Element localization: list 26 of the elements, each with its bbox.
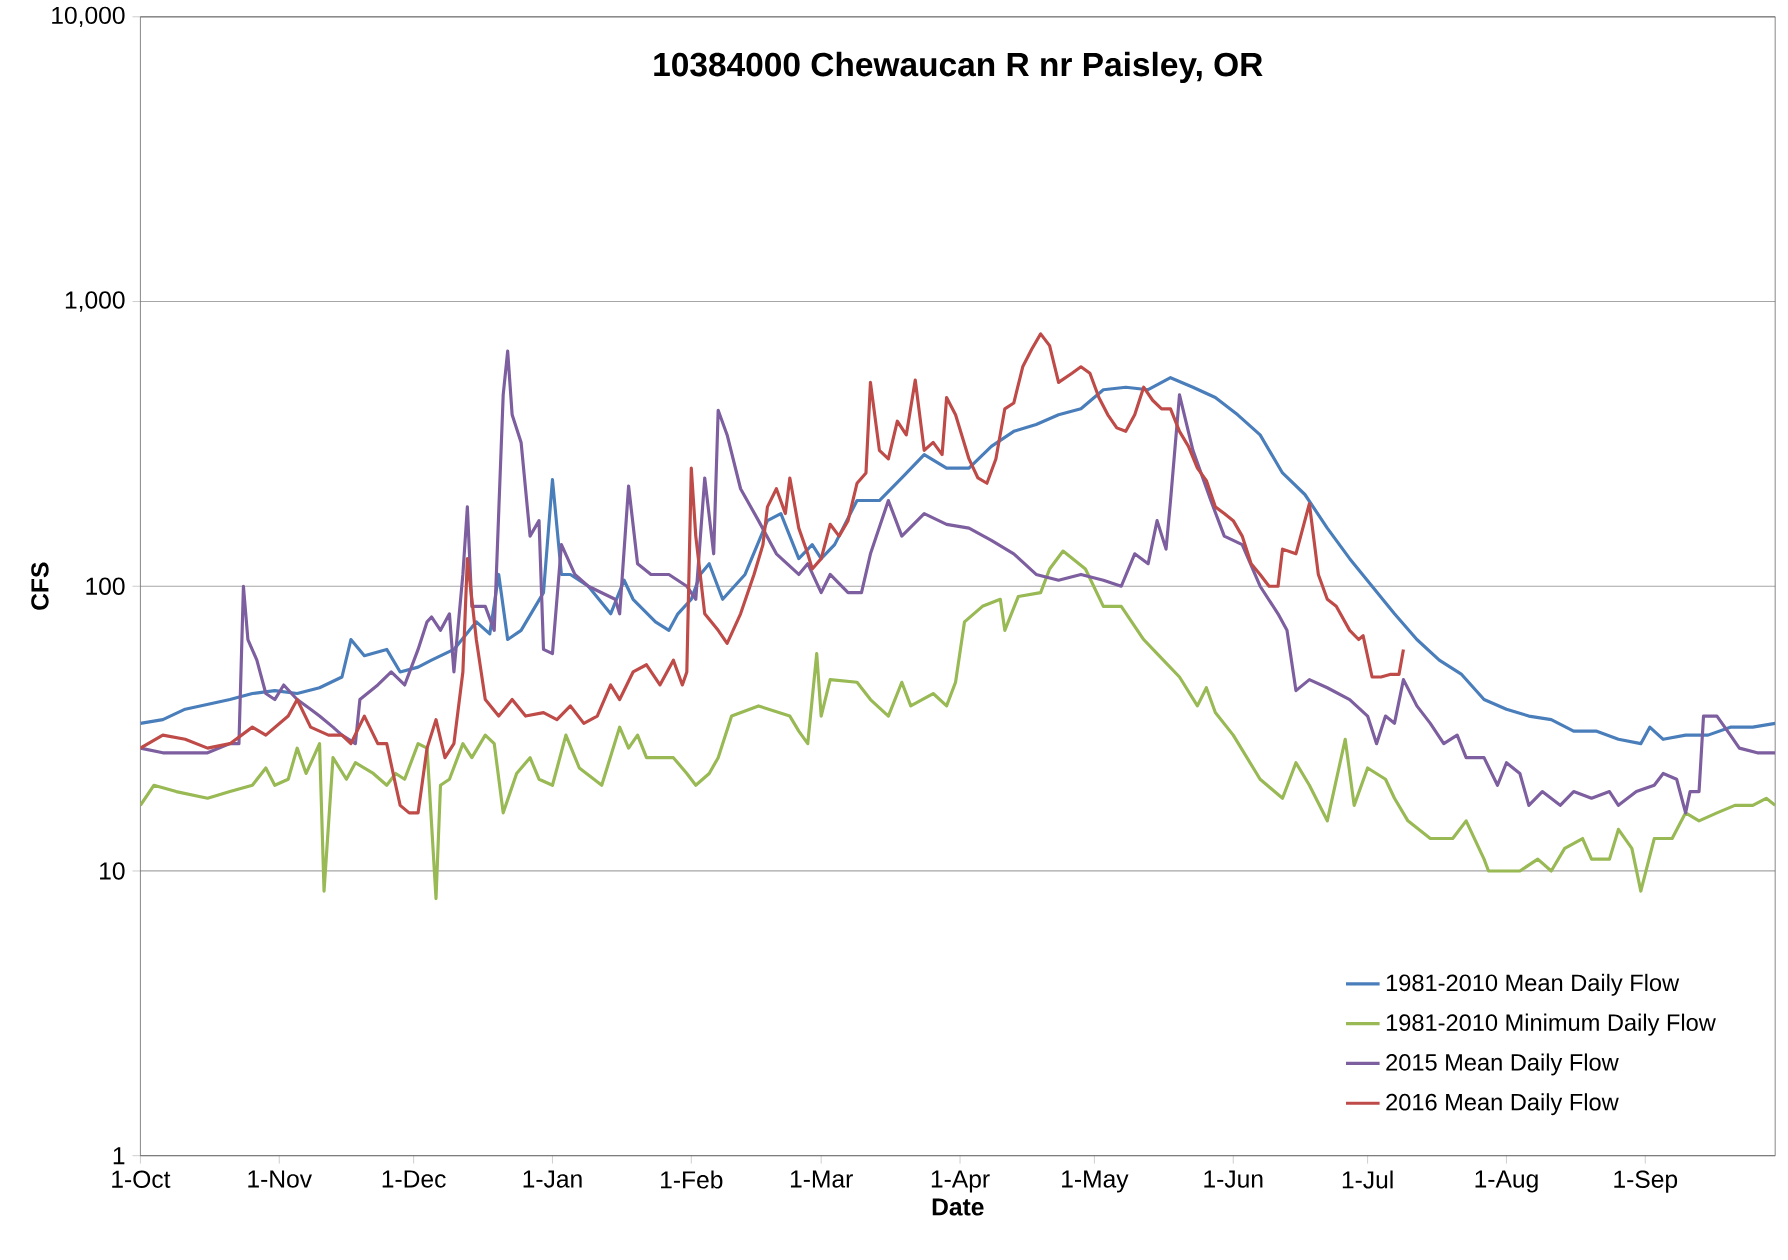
y-tick-label: 100 (86, 577, 125, 595)
x-tick-label: 1-Jul (1342, 1170, 1393, 1189)
y-tick-label: 1 (113, 1147, 125, 1164)
x-tick-label: 1-Nov (248, 1170, 312, 1188)
y-tick-label: 10 (100, 862, 125, 880)
y-tick-label: 1,000 (65, 291, 125, 312)
line-series (140, 349, 1776, 815)
x-tick-label: 1-Aug (1475, 1170, 1538, 1193)
x-tick-label: 1-Sep (1614, 1170, 1678, 1193)
x-tick-label: 1-Apr (931, 1170, 990, 1193)
x-tick-label: 1-Jun (1204, 1170, 1263, 1188)
y-tick-label: 10,000 (52, 6, 125, 27)
x-tick-label: 1-May (1062, 1170, 1129, 1193)
line-series (140, 332, 1406, 815)
x-axis-title: Date (932, 1198, 984, 1216)
legend-label: 2016 Mean Daily Flow (1386, 1093, 1619, 1116)
x-tick-label: 1-Mar (790, 1170, 853, 1188)
y-axis-title: CFS (31, 562, 49, 610)
x-tick-label: 1-Feb (661, 1170, 723, 1189)
text: 10384000 Chewaucan R nr Paisley, OR (654, 51, 1263, 83)
legend-label: 1981-2010 Mean Daily Flow (1386, 973, 1680, 996)
x-tick-label: 1-Dec (382, 1170, 446, 1188)
legend-label: 1981-2010 Minimum Daily Flow (1386, 1013, 1716, 1036)
x-tick-label: 1-Oct (112, 1170, 171, 1188)
x-tick-label: 1-Jan (523, 1170, 582, 1188)
legend-label: 2015 Mean Daily Flow (1386, 1053, 1619, 1076)
